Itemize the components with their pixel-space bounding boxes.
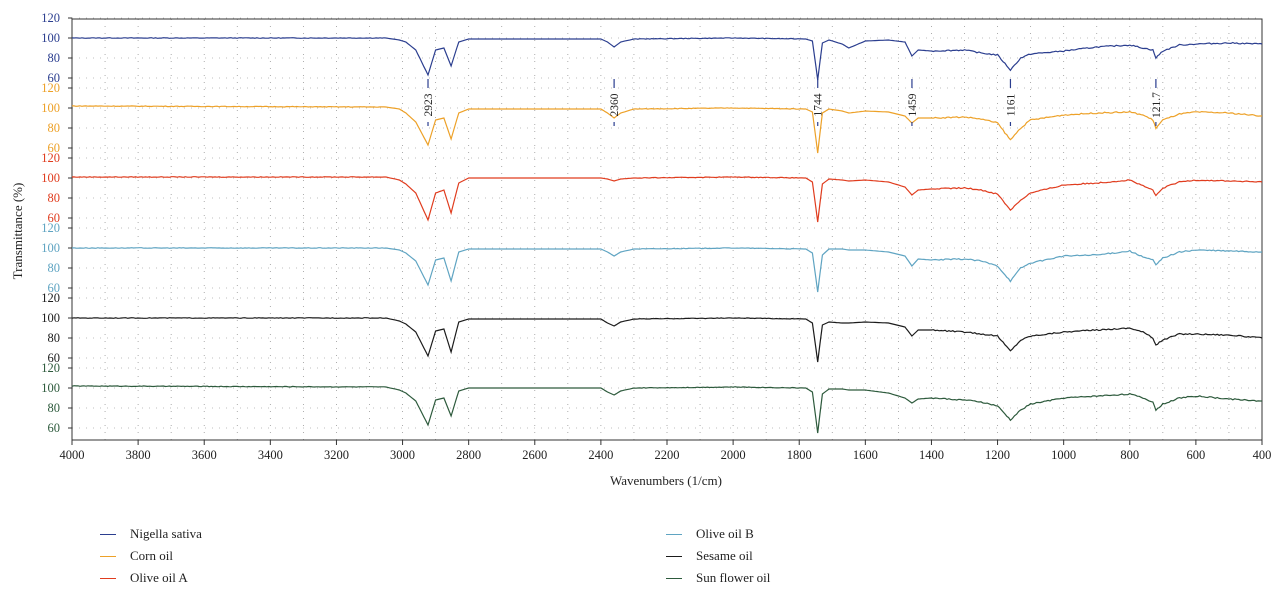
legend-item-olive-oil-a: Olive oil A: [100, 567, 202, 589]
y-axis-label: Transmittance (%): [10, 183, 25, 280]
legend-label: Nigella sativa: [130, 526, 202, 541]
legend-item-sesame-oil: Sesame oil: [666, 545, 770, 567]
y-tick-label: 60: [48, 211, 61, 225]
legend-swatch: [666, 577, 682, 579]
x-tick-label: 2200: [655, 448, 680, 462]
x-tick-label: 600: [1187, 448, 1206, 462]
annotation-label: 2923: [423, 93, 435, 116]
x-axis-label: Wavenumbers (1/cm): [610, 473, 722, 488]
y-tick-label: 80: [48, 331, 61, 345]
x-tick-label: 3200: [324, 448, 349, 462]
x-tick-label: 400: [1253, 448, 1272, 462]
annotation-label: 1744: [813, 93, 825, 116]
peak-annotations: 2923 2360 1744 1459 1161 121.7: [423, 79, 1163, 126]
y-tick-label: 120: [41, 81, 60, 95]
x-tick-label: 1600: [853, 448, 878, 462]
x-tick-label: 2600: [522, 448, 547, 462]
series-line-olive-oil-b: [71, 247, 1263, 293]
legend-column-left: Nigella sativa Corn oil Olive oil A: [100, 523, 202, 589]
y-tick-label: 80: [48, 191, 61, 205]
y-tick-label: 60: [48, 351, 61, 365]
legend-label: Corn oil: [130, 548, 173, 563]
y-tick-label: 120: [41, 221, 60, 235]
y-tick-label: 80: [48, 261, 61, 275]
x-tick-label: 1400: [919, 448, 944, 462]
y-tick-label: 120: [41, 361, 60, 375]
x-tick-label: 2400: [588, 448, 613, 462]
legend-swatch: [666, 555, 682, 557]
y-tick-label: 100: [41, 311, 60, 325]
legend-swatch: [666, 533, 682, 535]
legend-swatch: [100, 533, 116, 535]
x-tick-label: 1000: [1051, 448, 1076, 462]
series-line-nigella-sativa: [71, 37, 1263, 81]
annotation-label: 1161: [1005, 93, 1017, 116]
legend-column-right: Olive oil B Sesame oil Sun flower oil: [666, 523, 770, 589]
legend-label: Olive oil B: [696, 526, 754, 541]
y-tick-label: 100: [41, 171, 60, 185]
legend-item-corn-oil: Corn oil: [100, 545, 202, 567]
series-line-sesame-oil: [71, 317, 1263, 363]
series-line-sun-flower-oil: [71, 385, 1262, 434]
x-tick-label: 4000: [60, 448, 85, 462]
y-tick-label: 100: [41, 241, 60, 255]
y-tick-label: 60: [48, 421, 61, 435]
legend-item-nigella-sativa: Nigella sativa: [100, 523, 202, 545]
legend-label: Olive oil A: [130, 570, 188, 585]
x-axis-ticks: 4000 3800 3600 3400 3200 3000 2800 2600 2400 2200…: [60, 440, 1272, 462]
chart-legend: Nigella sativa Corn oil Olive oil A Oliv…: [0, 523, 1273, 585]
y-tick-label: 100: [41, 381, 60, 395]
series-line-olive-oil-a: [71, 176, 1263, 223]
y-tick-label: 120: [41, 11, 60, 25]
annotation-label: 121.7: [1151, 92, 1163, 118]
x-tick-label: 2000: [721, 448, 746, 462]
y-tick-label: 80: [48, 401, 61, 415]
y-tick-label: 80: [48, 121, 61, 135]
spectra-lines: [71, 37, 1263, 434]
grid: [72, 17, 1262, 440]
x-tick-label: 3800: [126, 448, 151, 462]
x-tick-label: 1800: [787, 448, 812, 462]
x-tick-label: 3600: [192, 448, 217, 462]
ftir-spectra-chart: 2923 2360 1744 1459 1161 121.7 60801001206080…: [10, 11, 1272, 488]
y-tick-label: 100: [41, 101, 60, 115]
x-tick-label: 3400: [258, 448, 283, 462]
legend-label: Sesame oil: [696, 548, 753, 563]
x-tick-label: 800: [1120, 448, 1139, 462]
legend-swatch: [100, 555, 116, 557]
y-tick-label: 60: [48, 141, 61, 155]
legend-label: Sun flower oil: [696, 570, 771, 585]
series-line-corn-oil: [72, 105, 1262, 154]
annotation-label: 2360: [609, 93, 621, 116]
y-tick-label: 120: [41, 291, 60, 305]
x-tick-label: 1200: [985, 448, 1010, 462]
legend-item-olive-oil-b: Olive oil B: [666, 523, 770, 545]
y-tick-label: 120: [41, 151, 60, 165]
y-tick-label: 60: [48, 71, 61, 85]
y-tick-label: 100: [41, 31, 60, 45]
legend-item-sun-flower-oil: Sun flower oil: [666, 567, 770, 589]
y-tick-label: 60: [48, 281, 61, 295]
x-tick-label: 2800: [456, 448, 481, 462]
legend-swatch: [100, 577, 116, 579]
annotation-label: 1459: [907, 93, 919, 116]
x-tick-label: 3000: [390, 448, 415, 462]
y-tick-label: 80: [48, 51, 61, 65]
y-axis-ticks: 6080100120608010012060801001206080100120…: [41, 11, 72, 435]
